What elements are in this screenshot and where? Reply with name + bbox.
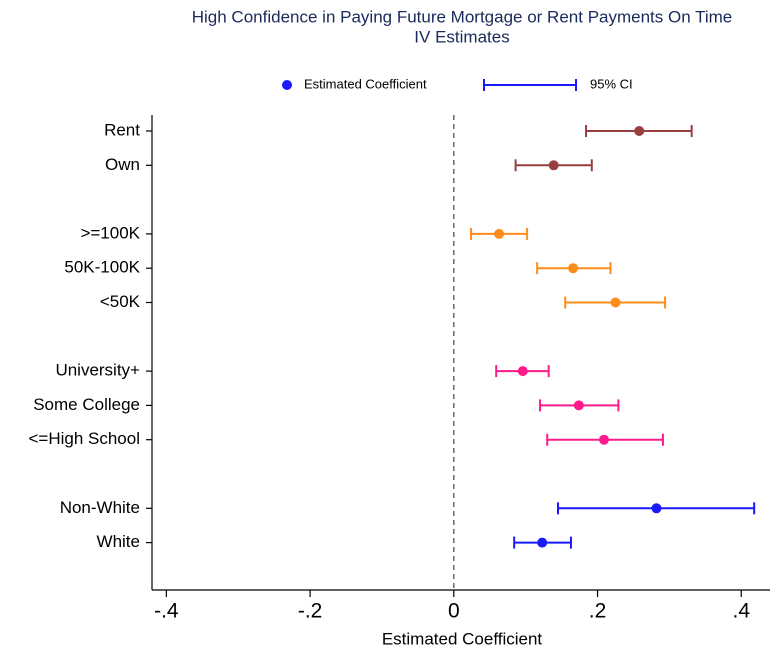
point [517, 366, 528, 377]
legend-marker [282, 80, 292, 90]
point [651, 503, 662, 514]
y-tick-label: Own [105, 155, 140, 174]
x-tick-label: .4 [732, 600, 750, 623]
point [573, 400, 584, 411]
y-tick-label: Rent [104, 120, 140, 139]
x-tick-label: .2 [589, 600, 607, 623]
y-tick-label: >=100K [80, 223, 140, 242]
y-tick-label: White [97, 532, 140, 551]
point [610, 297, 621, 308]
legend-label: Estimated Coefficient [304, 76, 427, 91]
point [568, 263, 579, 274]
y-tick-label: University+ [55, 361, 140, 380]
point [634, 126, 645, 136]
y-tick-label: Some College [33, 395, 140, 414]
y-tick-label: Non-White [60, 498, 140, 517]
point [537, 537, 548, 548]
x-tick-label: -.2 [298, 600, 323, 623]
x-axis-label: Estimated Coefficient [382, 629, 543, 648]
y-tick-label: 50K-100K [64, 258, 140, 277]
legend-label: 95% CI [590, 76, 633, 91]
x-tick-label: -.4 [154, 600, 179, 623]
y-tick-label: <=High School [28, 429, 140, 448]
point [548, 160, 559, 171]
point [599, 434, 610, 445]
chart-title: High Confidence in Paying Future Mortgag… [192, 7, 733, 26]
y-tick-label: <50K [100, 292, 141, 311]
point [494, 228, 505, 239]
chart-subtitle: IV Estimates [414, 27, 509, 46]
x-tick-label: 0 [448, 600, 460, 623]
